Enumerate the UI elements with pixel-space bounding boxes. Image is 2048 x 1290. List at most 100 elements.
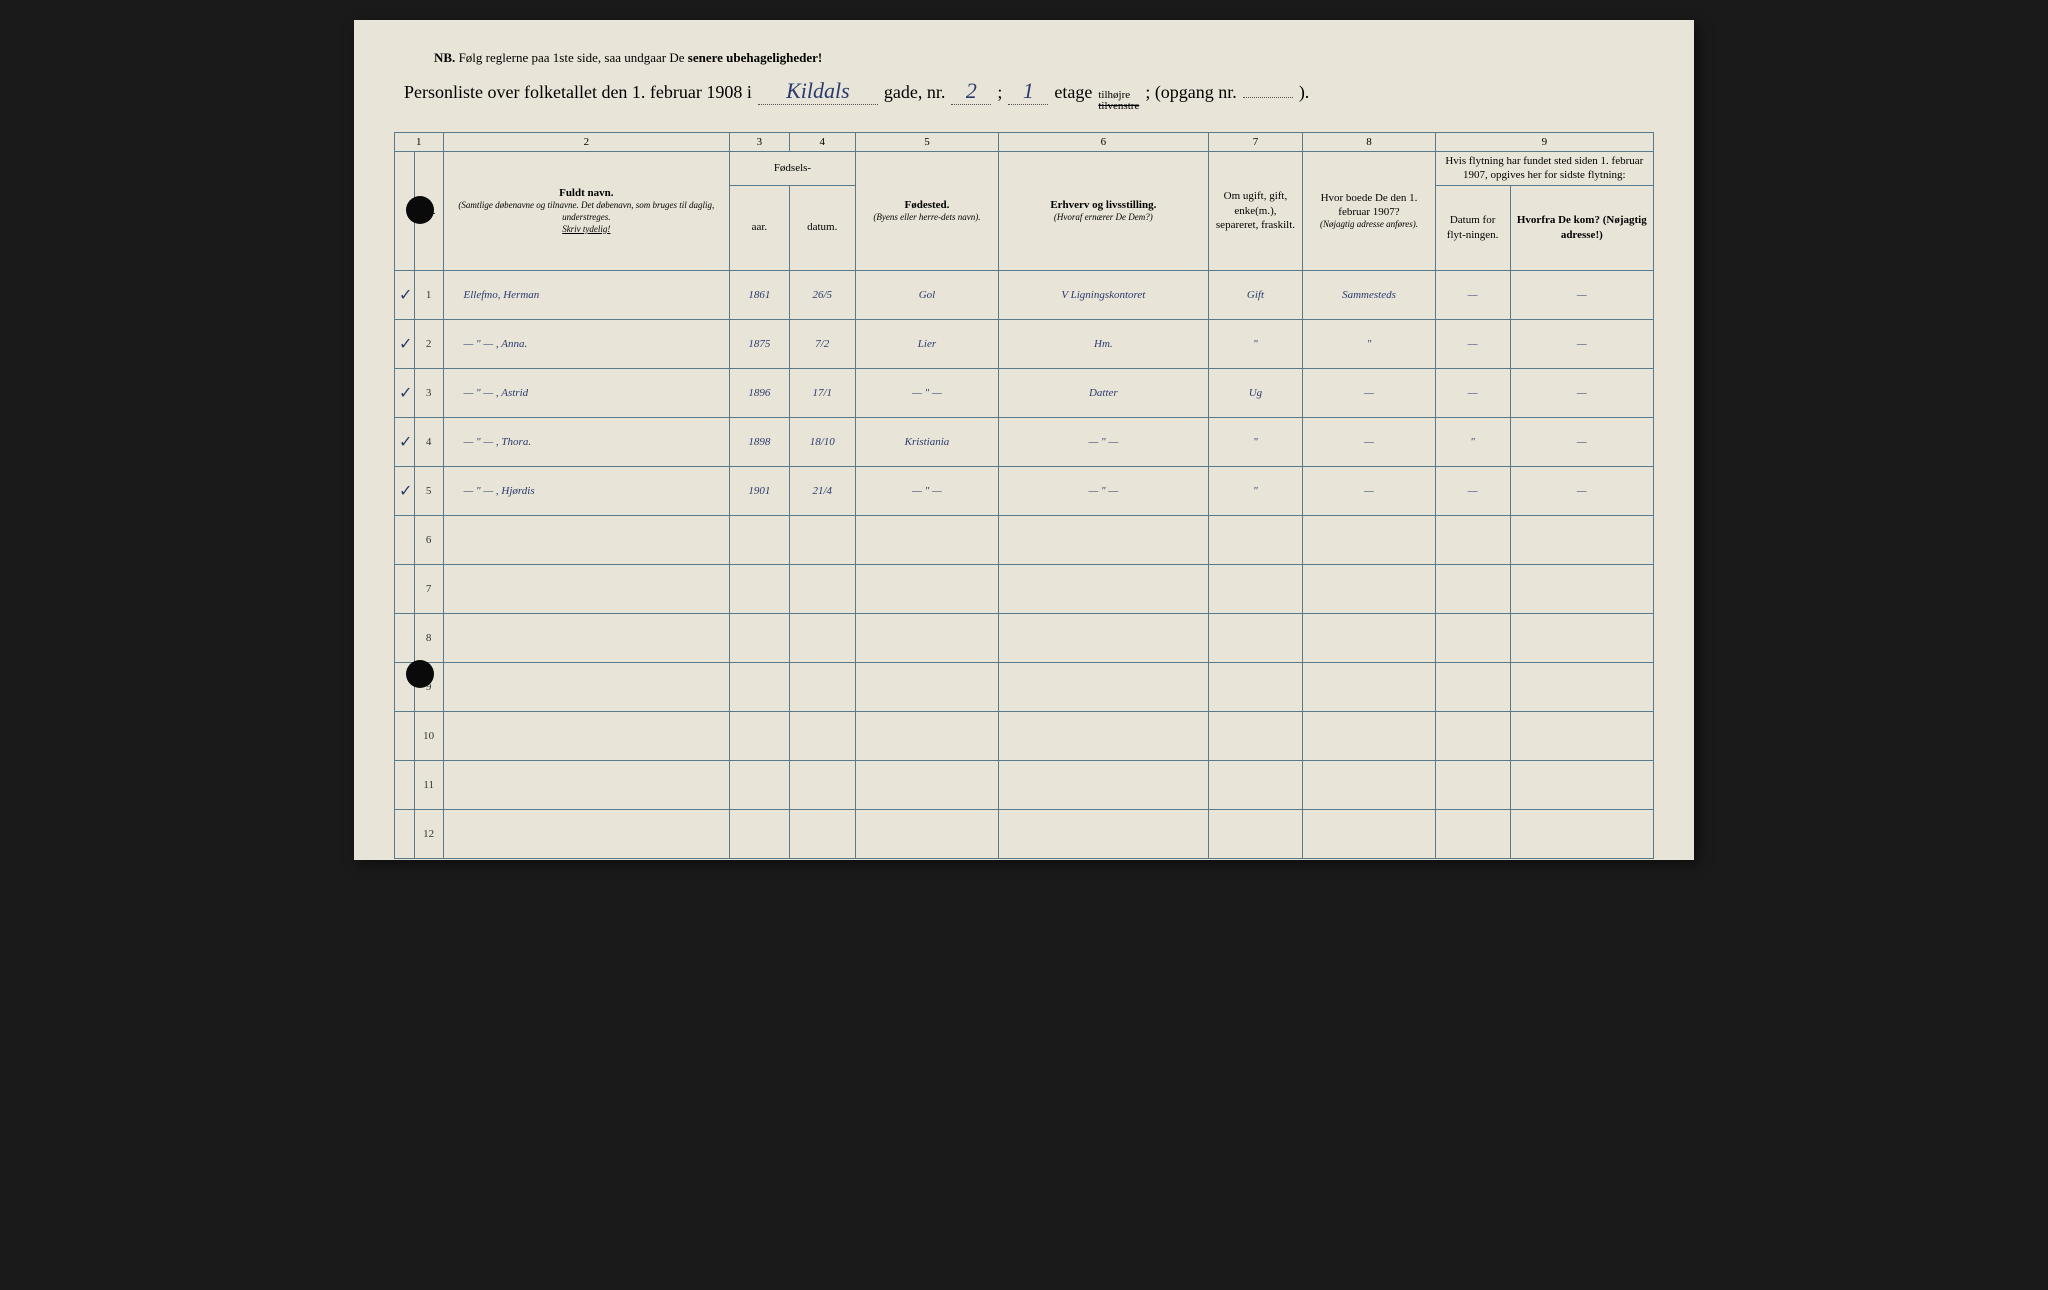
name-cell xyxy=(443,564,730,613)
dflyt-cell xyxy=(1435,711,1510,760)
census-form-page: NB. Følg reglerne paa 1ste side, saa und… xyxy=(354,20,1694,860)
skriv-tydelig: Skriv tydelig! xyxy=(448,224,726,236)
nr-cell: 1 xyxy=(414,270,443,319)
boede-cell xyxy=(1303,515,1435,564)
boede-cell xyxy=(1303,711,1435,760)
colnum-7: 7 xyxy=(1208,133,1303,152)
opgang-number xyxy=(1243,97,1293,98)
colnum-2: 2 xyxy=(443,133,730,152)
table-row: 10 xyxy=(395,711,1654,760)
check-cell: ✓ xyxy=(395,270,415,319)
name-cell xyxy=(443,515,730,564)
hvorfra-cell xyxy=(1510,564,1653,613)
hvorfra-cell xyxy=(1510,809,1653,858)
nb-prefix: NB. xyxy=(434,50,455,65)
table-row: 6 xyxy=(395,515,1654,564)
check-cell xyxy=(395,809,415,858)
nr-cell: 12 xyxy=(414,809,443,858)
check-cell: ✓ xyxy=(395,417,415,466)
dflyt-cell xyxy=(1435,564,1510,613)
hvorfra-cell xyxy=(1510,760,1653,809)
hvorfra-cell: — xyxy=(1510,368,1653,417)
datum-cell xyxy=(789,662,855,711)
dflyt-cell: — xyxy=(1435,270,1510,319)
nb-notice: NB. Følg reglerne paa 1ste side, saa und… xyxy=(394,50,1654,66)
col-erhverv-sub: (Hvoraf ernærer De Dem?) xyxy=(1003,212,1203,224)
nr-cell: 11 xyxy=(414,760,443,809)
fodested-cell: — " — xyxy=(855,466,998,515)
fodested-cell xyxy=(855,760,998,809)
col-erhverv-title: Erhverv og livsstilling. xyxy=(1050,199,1156,211)
name-cell: — " — , Anna. xyxy=(443,319,730,368)
dflyt-cell xyxy=(1435,662,1510,711)
col-datum: datum. xyxy=(789,185,855,270)
table-row: ✓3— " — , Astrid189617/1— " —DatterUg——— xyxy=(395,368,1654,417)
hvorfra-cell: — xyxy=(1510,417,1653,466)
col-aar-label: aar. xyxy=(734,220,785,234)
name-cell: — " — , Astrid xyxy=(443,368,730,417)
col-hvorfra-title: Hvorfra De kom? (Nøjagtig adresse!) xyxy=(1517,214,1647,240)
nr-cell: 8 xyxy=(414,613,443,662)
hvorfra-cell: — xyxy=(1510,466,1653,515)
civil-cell xyxy=(1208,662,1303,711)
col-name-sub: (Samtlige døbenavne og tilnavne. Det døb… xyxy=(448,200,726,223)
erhverv-cell: — " — xyxy=(999,466,1208,515)
colnum-4: 4 xyxy=(789,133,855,152)
gade-number: 2 xyxy=(951,78,991,105)
punch-hole-icon xyxy=(406,660,434,688)
aar-cell: 1898 xyxy=(730,417,790,466)
col-hvorfra: Hvorfra De kom? (Nøjagtig adresse!) xyxy=(1510,185,1653,270)
erhverv-cell xyxy=(999,613,1208,662)
aar-cell: 1875 xyxy=(730,319,790,368)
check-cell: ✓ xyxy=(395,319,415,368)
col-name: Fuldt navn. (Samtlige døbenavne og tilna… xyxy=(443,152,730,271)
boede-cell: Sammesteds xyxy=(1303,270,1435,319)
dflyt-cell: — xyxy=(1435,319,1510,368)
civil-cell xyxy=(1208,515,1303,564)
fodested-cell xyxy=(855,515,998,564)
check-cell xyxy=(395,564,415,613)
etage-label: etage xyxy=(1054,82,1092,103)
check-cell xyxy=(395,711,415,760)
check-cell xyxy=(395,613,415,662)
aar-cell xyxy=(730,809,790,858)
name-cell xyxy=(443,809,730,858)
dflyt-cell: — xyxy=(1435,368,1510,417)
fodested-cell: — " — xyxy=(855,368,998,417)
civil-cell xyxy=(1208,760,1303,809)
tilvenstre-label: tilvenstre xyxy=(1098,101,1139,112)
col-aar: aar. xyxy=(730,185,790,270)
table-row: ✓5— " — , Hjørdis190121/4— " —— " —"——— xyxy=(395,466,1654,515)
nr-cell: 6 xyxy=(414,515,443,564)
dflyt-cell xyxy=(1435,760,1510,809)
erhverv-cell xyxy=(999,564,1208,613)
punch-hole-icon xyxy=(406,196,434,224)
erhverv-cell: V Ligningskontoret xyxy=(999,270,1208,319)
table-row: ✓4— " — , Thora.189818/10Kristiania— " —… xyxy=(395,417,1654,466)
aar-cell xyxy=(730,662,790,711)
name-cell xyxy=(443,662,730,711)
civil-cell: Gift xyxy=(1208,270,1303,319)
aar-cell: 1896 xyxy=(730,368,790,417)
census-table: 1 2 3 4 5 6 7 8 9 Nr. Fuldt navn. (Samtl… xyxy=(394,132,1654,859)
boede-cell xyxy=(1303,809,1435,858)
nr-cell: 2 xyxy=(414,319,443,368)
erhverv-cell: Hm. xyxy=(999,319,1208,368)
table-row: ✓1Ellefmo, Herman186126/5GolV Ligningsko… xyxy=(395,270,1654,319)
hvorfra-cell xyxy=(1510,662,1653,711)
boede-cell: " xyxy=(1303,319,1435,368)
nr-cell: 3 xyxy=(414,368,443,417)
nb-text: Følg reglerne paa 1ste side, saa undgaar… xyxy=(459,50,685,65)
erhverv-cell xyxy=(999,760,1208,809)
etage-number: 1 xyxy=(1008,78,1048,105)
dflyt-cell: — xyxy=(1435,466,1510,515)
colnum-3: 3 xyxy=(730,133,790,152)
civil-cell: " xyxy=(1208,466,1303,515)
name-cell: Ellefmo, Herman xyxy=(443,270,730,319)
col-boede-sub: (Nøjagtig adresse anføres). xyxy=(1307,219,1430,231)
datum-cell: 7/2 xyxy=(789,319,855,368)
name-cell xyxy=(443,760,730,809)
gade-label: gade, nr. xyxy=(884,82,945,103)
civil-cell: Ug xyxy=(1208,368,1303,417)
erhverv-cell xyxy=(999,711,1208,760)
